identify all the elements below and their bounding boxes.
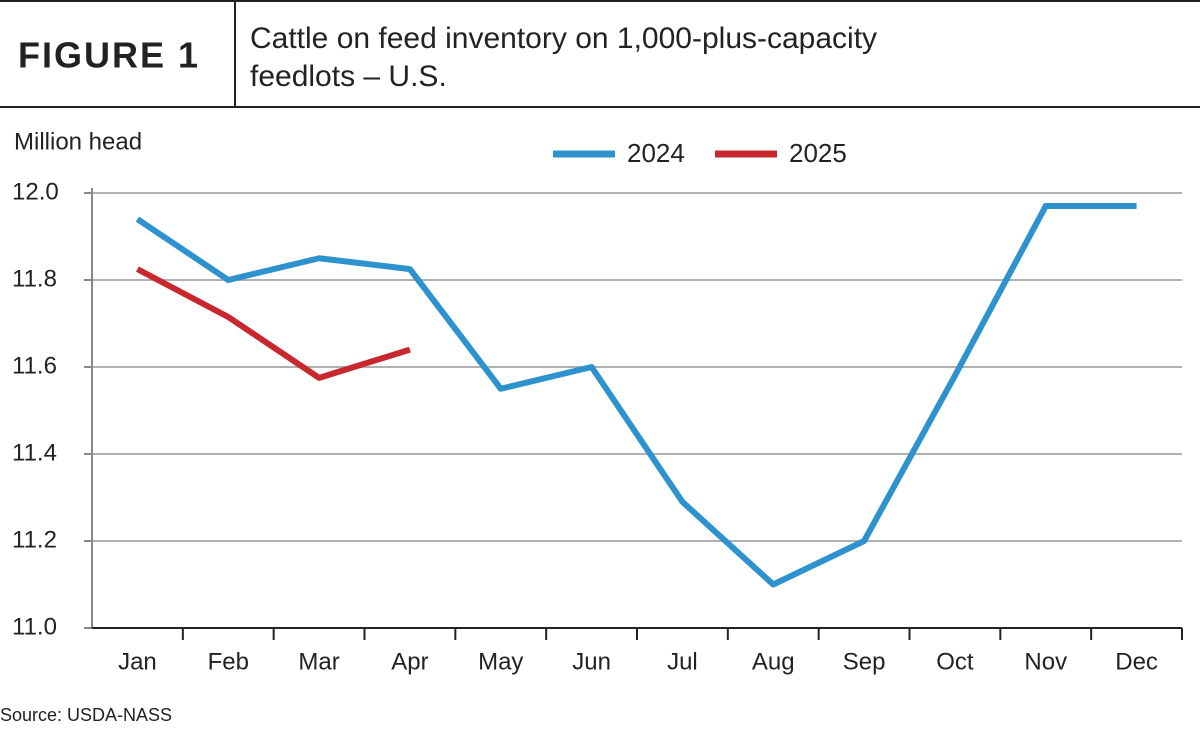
y-tick-label: 11.8 [12,265,57,292]
chart-title: Cattle on feed inventory on 1,000-plus-c… [250,22,877,55]
x-tick-label: Jul [667,648,698,675]
legend-label: 2025 [789,138,847,168]
line-series [136,266,411,381]
x-tick-label: Dec [1115,648,1158,675]
y-tick-label: 11.6 [12,352,57,379]
x-tick-label: Sep [843,648,886,675]
legend-label: 2024 [627,138,685,168]
x-tick-label: Oct [936,648,974,675]
x-tick-label: Feb [208,648,249,675]
y-tick-label: 11.0 [12,613,57,640]
x-tick-label: Aug [752,648,795,675]
x-tick-label: Jun [572,648,611,675]
figure-label: FIGURE 1 [18,35,200,76]
y-axis-label: Million head [14,128,142,155]
y-tick-label: 11.4 [12,439,57,466]
x-tick-label: Jan [118,648,157,675]
x-tick-label: Mar [298,648,339,675]
x-tick-label: May [478,648,523,675]
x-tick-label: Nov [1024,648,1067,675]
line-series [135,203,1137,588]
source-note: Source: USDA-NASS [0,705,172,725]
y-tick-label: 11.2 [12,526,57,553]
chart-title: feedlots – U.S. [250,60,447,93]
y-tick-label: 12.0 [12,178,59,205]
x-tick-label: Apr [391,648,428,675]
